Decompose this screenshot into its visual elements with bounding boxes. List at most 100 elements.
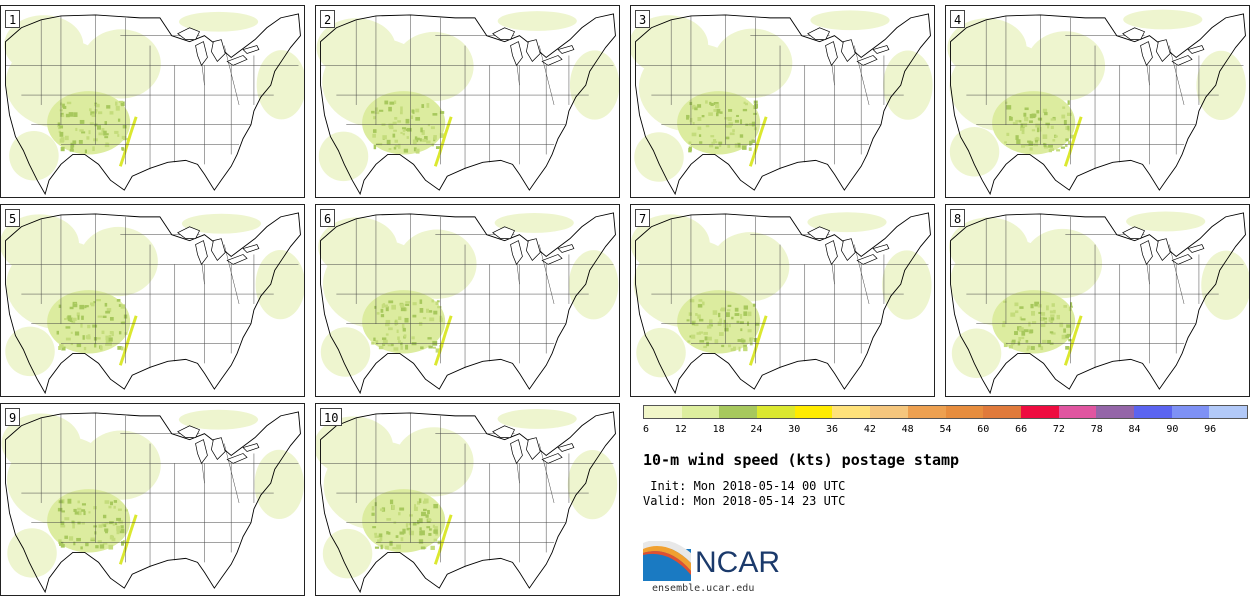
wind-speckle	[1042, 134, 1048, 139]
wind-speckle	[1015, 119, 1021, 123]
wind-field-region	[81, 29, 161, 99]
wind-speckle	[437, 306, 442, 309]
wind-speckle	[388, 531, 391, 535]
wind-speckle	[1050, 118, 1055, 121]
wind-speckle	[96, 125, 101, 130]
colorbar-swatch	[1133, 406, 1172, 418]
wind-speckle	[710, 102, 714, 106]
wind-speckle	[1067, 128, 1070, 132]
wind-field-region	[951, 328, 1002, 379]
wind-speckle	[433, 538, 438, 542]
wind-map	[631, 212, 932, 395]
lake-outline	[807, 226, 830, 239]
wind-speckle	[747, 329, 752, 333]
wind-speckle	[400, 106, 403, 112]
wind-speckle	[715, 103, 720, 109]
wind-speckle	[702, 301, 705, 306]
lake-outline	[841, 39, 856, 62]
wind-speckle	[737, 339, 741, 342]
wind-speckle	[411, 336, 415, 340]
wind-speckle	[403, 148, 409, 153]
wind-speckle	[72, 140, 77, 145]
wind-speckle	[426, 308, 429, 313]
member-panel-10: 10	[315, 403, 620, 596]
wind-speckle	[391, 304, 397, 310]
wind-speckle	[118, 331, 122, 335]
wind-speckle	[713, 109, 717, 112]
wind-speckle	[742, 145, 747, 150]
wind-speckle	[420, 546, 426, 550]
wind-speckle	[686, 114, 689, 120]
wind-speckle	[60, 137, 65, 142]
wind-speckle	[1039, 126, 1042, 132]
wind-speckle	[728, 344, 732, 348]
wind-field-region	[362, 489, 446, 553]
member-panel-1: 1	[0, 5, 305, 198]
wind-speckle	[409, 530, 415, 536]
wind-speckle	[721, 344, 725, 348]
wind-speckle	[88, 130, 91, 135]
wind-speckle	[88, 511, 91, 514]
wind-speckle	[85, 542, 89, 547]
wind-speckle	[1059, 322, 1064, 328]
wind-field-region	[710, 232, 790, 302]
wind-speckle	[402, 129, 406, 132]
wind-speckle	[90, 537, 96, 540]
wind-speckle	[116, 525, 121, 531]
wind-speckle	[1060, 146, 1065, 149]
wind-speckle	[709, 144, 714, 148]
wind-speckle	[374, 546, 380, 549]
wind-speckle	[71, 318, 76, 324]
wind-speckle	[709, 319, 713, 324]
wind-speckle	[374, 532, 378, 536]
wind-speckle	[1049, 148, 1055, 151]
wind-speckle	[121, 147, 125, 151]
wind-speckle	[1020, 123, 1025, 128]
wind-speckle	[430, 545, 435, 550]
lake-outline	[541, 453, 563, 464]
wind-speckle	[109, 316, 114, 321]
wind-speckle	[392, 121, 397, 125]
wind-speckle	[1065, 346, 1070, 350]
wind-speckle	[1052, 139, 1056, 142]
wind-speckle	[689, 299, 695, 303]
wind-field-region	[497, 409, 577, 429]
lake-outline	[856, 55, 878, 66]
wind-speckle	[747, 311, 752, 317]
wind-speckle	[380, 308, 384, 313]
wind-speckle	[77, 500, 80, 504]
lake-outline	[872, 45, 890, 54]
wind-speckle	[393, 347, 399, 351]
wind-speckle	[99, 345, 103, 351]
wind-speckle	[415, 148, 420, 154]
wind-speckle	[1066, 112, 1072, 116]
wind-speckle	[120, 304, 126, 309]
wind-speckle	[1010, 312, 1016, 317]
wind-speckle	[1031, 129, 1036, 132]
wind-speckle	[694, 107, 698, 111]
wind-speckle	[120, 525, 124, 529]
wind-speckle	[432, 346, 436, 349]
wind-speckle	[115, 101, 118, 106]
wind-speckle	[96, 299, 101, 302]
member-label: 2	[320, 10, 336, 28]
wind-speckle	[388, 123, 394, 128]
wind-speckle	[105, 343, 109, 346]
wind-speckle	[721, 307, 726, 312]
wind-speckle	[1061, 334, 1066, 340]
lake-outline	[557, 45, 575, 54]
wind-speckle	[371, 512, 375, 516]
wind-speckle	[104, 302, 108, 307]
wind-speckle	[68, 112, 74, 117]
wind-speckle	[1001, 324, 1006, 328]
wind-speckle	[413, 506, 418, 512]
wind-speckle	[409, 514, 413, 517]
wind-speckle	[728, 109, 733, 112]
wind-speckle	[94, 109, 98, 112]
colorbar-tick-label: 84	[1128, 424, 1141, 435]
wind-speckle	[749, 140, 752, 146]
wind-speckle	[734, 313, 740, 316]
wind-speckle	[71, 317, 77, 321]
wind-speckle	[389, 540, 393, 546]
wind-speckle	[400, 345, 403, 350]
